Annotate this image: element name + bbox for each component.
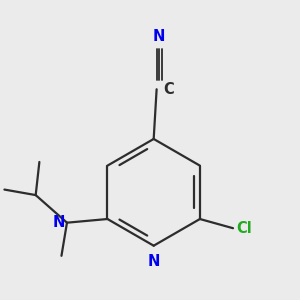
Text: N: N [153,29,165,44]
Text: Cl: Cl [236,221,252,236]
Text: N: N [53,215,65,230]
Text: C: C [163,82,174,97]
Text: N: N [148,254,160,269]
